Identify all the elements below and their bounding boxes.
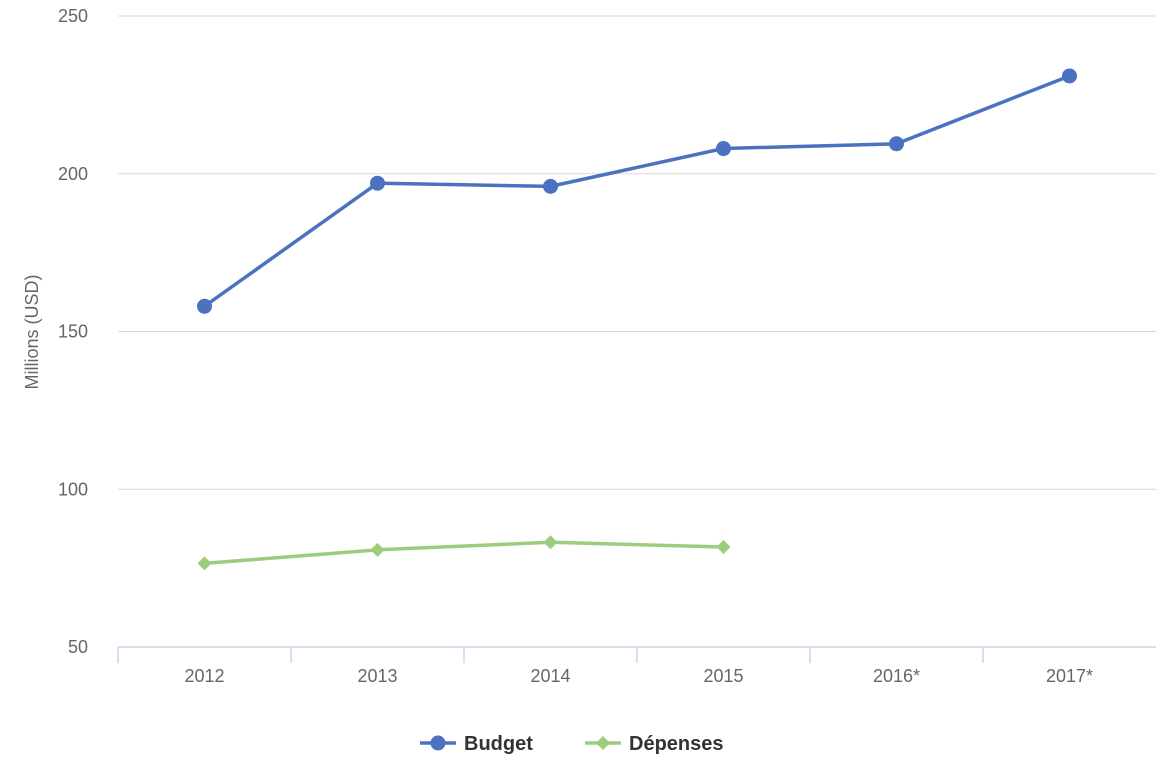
legend-label: Budget: [464, 733, 533, 755]
y-tick-label: 50: [68, 637, 88, 657]
data-point[interactable]: [370, 542, 385, 557]
legend-marker-circle: [430, 735, 446, 751]
legend-item[interactable]: Dépenses: [585, 733, 724, 755]
series-0: [197, 68, 1077, 314]
series-1: [197, 535, 731, 571]
data-point[interactable]: [543, 178, 558, 194]
data-point[interactable]: [716, 539, 731, 554]
series-line: [203, 74, 1071, 308]
y-tick-label: 100: [58, 479, 88, 499]
x-tick-label: 2014: [530, 666, 570, 686]
data-point[interactable]: [889, 136, 904, 152]
y-tick-label: 250: [58, 6, 88, 26]
data-point[interactable]: [370, 175, 385, 191]
series-line: [204, 540, 724, 566]
gridlines: [118, 15, 1156, 490]
series: [197, 68, 1077, 571]
legend-item[interactable]: Budget: [420, 733, 533, 755]
data-point[interactable]: [1062, 68, 1077, 84]
legend: Budget Dépenses: [420, 733, 724, 755]
data-point[interactable]: [543, 535, 558, 550]
legend-label: Dépenses: [629, 733, 724, 755]
data-point[interactable]: [197, 298, 212, 314]
y-tick-label: 200: [58, 164, 88, 184]
x-tick-label: 2015: [703, 666, 743, 686]
data-point[interactable]: [716, 141, 731, 157]
y-tick-label: 150: [58, 322, 88, 342]
x-tick-label: 2012: [184, 666, 224, 686]
y-axis-title: Millions (USD): [22, 274, 42, 389]
x-tick-label: 2016*: [873, 666, 920, 686]
x-axis: 2012 2013 2014 2015 2016* 2017*: [117, 646, 1156, 686]
y-axis: 50 100 150 200 250: [58, 6, 88, 657]
data-point[interactable]: [197, 556, 212, 571]
x-tick-label: 2017*: [1046, 666, 1093, 686]
legend-marker-diamond: [596, 736, 610, 750]
x-tick-label: 2013: [357, 666, 397, 686]
